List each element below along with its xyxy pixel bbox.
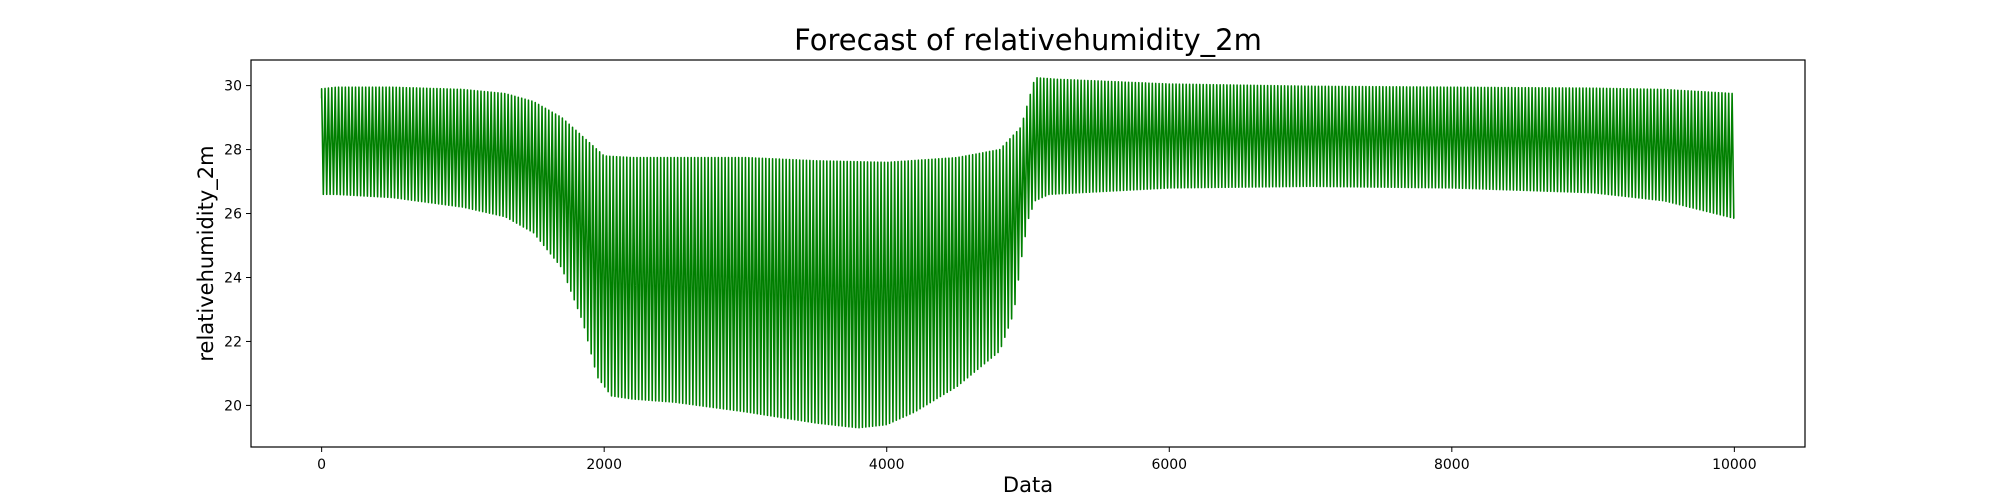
y-tick-label: 22	[224, 334, 242, 350]
x-tick-label: 10000	[1712, 457, 1757, 473]
x-tick-label: 6000	[1151, 457, 1187, 473]
x-tick-label: 2000	[586, 457, 622, 473]
y-tick-label: 24	[224, 270, 242, 286]
y-tick-label: 28	[224, 143, 242, 159]
plot-frame	[250, 59, 1806, 448]
x-tick-label: 8000	[1434, 457, 1470, 473]
x-axis-label: Data	[1003, 473, 1053, 497]
y-tick-label: 26	[224, 207, 242, 223]
x-tick-label: 4000	[869, 457, 905, 473]
plot-area	[320, 76, 1735, 429]
series-line	[320, 76, 1735, 429]
x-tick-label: 0	[317, 457, 326, 473]
y-tick-label: 20	[224, 398, 242, 414]
y-tick-label: 30	[224, 79, 242, 95]
chart-title: Forecast of relativehumidity_2m	[794, 23, 1262, 57]
axis-ticks: 0 2000 4000 6000 8000 10000 20 22 24 26 28 30	[224, 79, 1756, 473]
y-axis-label: relativehumidity_2m	[194, 145, 219, 361]
